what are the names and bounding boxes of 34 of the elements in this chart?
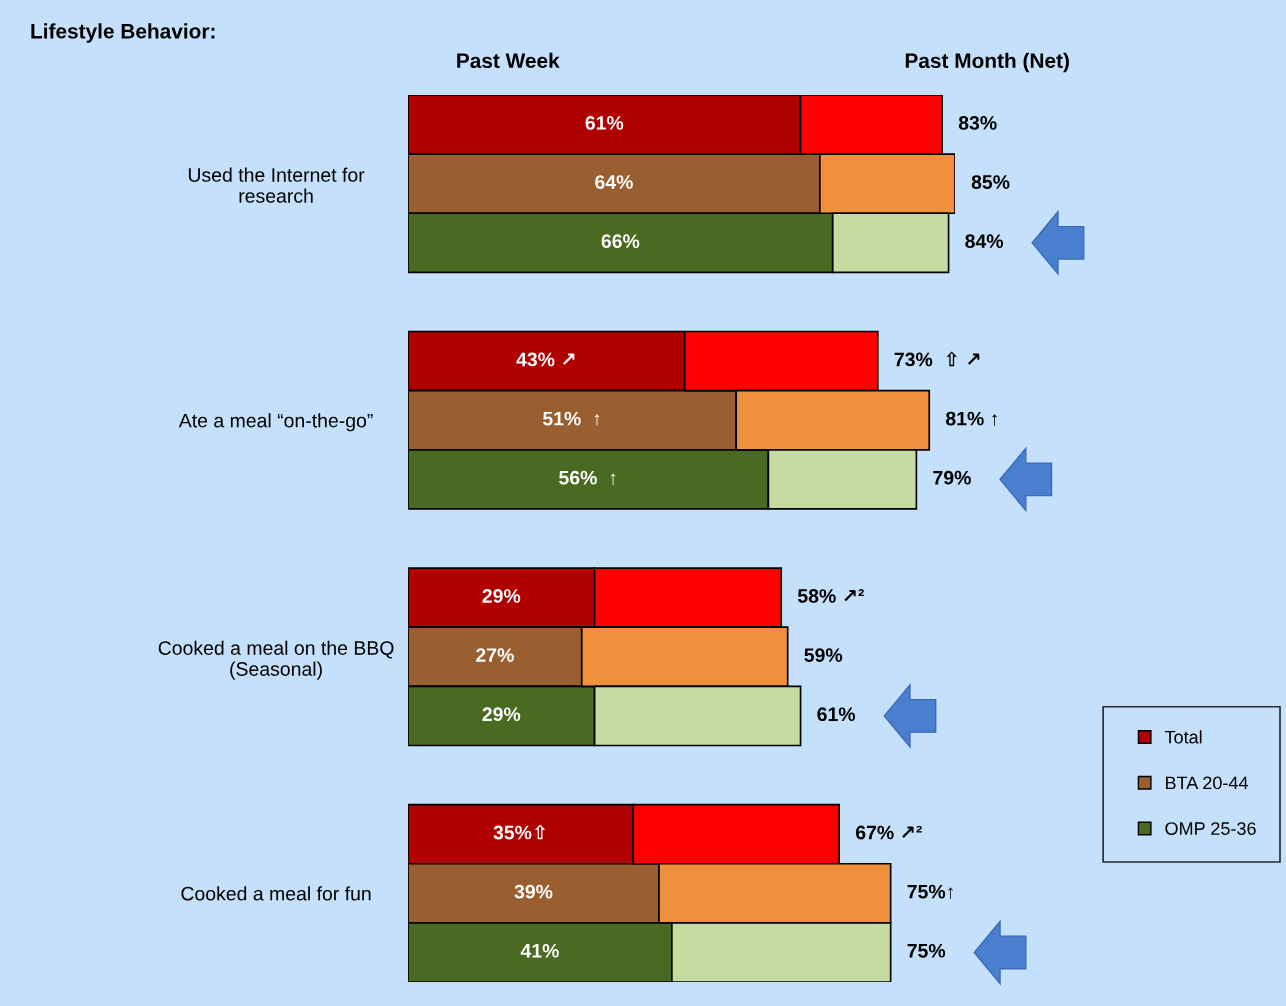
data-label: 61% xyxy=(585,116,624,130)
data-label: 39% xyxy=(514,884,553,899)
y-tick-label: Cooked a meal for fun xyxy=(181,886,371,901)
total-label: 84% xyxy=(965,234,1004,249)
data-label: 29% xyxy=(482,707,521,722)
text: Past Month (Net) xyxy=(905,52,1069,73)
data-label: 27% xyxy=(476,648,514,662)
total-label: 79% xyxy=(933,470,971,485)
total-label: 58% ↗² xyxy=(797,589,865,603)
data-label: 56% ↑ xyxy=(559,470,616,485)
y-tick-label: Used the Internet for research xyxy=(188,167,365,203)
total-label: 61% xyxy=(817,707,856,722)
data-label: 51% ↑ xyxy=(542,411,600,426)
total-label: 67% ↗² xyxy=(855,825,922,840)
data-label: 35%⇧ xyxy=(493,824,546,840)
legend-label: Total xyxy=(1164,730,1202,744)
total-label: 59% xyxy=(804,648,843,662)
data-label: 64% xyxy=(595,175,633,189)
total-label: 75%↑ xyxy=(907,884,953,899)
total-label: 83% xyxy=(958,116,997,130)
text: Past Week xyxy=(457,52,560,69)
data-label: 41% xyxy=(520,943,559,958)
total-label: 75% xyxy=(907,943,946,958)
total-label: 81% ↑ xyxy=(945,411,997,426)
y-tick-label: Cooked a meal on the BBQ (Seasonal) xyxy=(158,640,394,680)
data-label: 43% ↗ xyxy=(516,352,575,367)
total-label: 85% xyxy=(971,175,1010,189)
legend-label: BTA 20-44 xyxy=(1166,776,1248,790)
text: Lifestyle Behavior: xyxy=(31,23,215,43)
data-label: 29% xyxy=(482,589,521,603)
legend-label: OMP 25-36 xyxy=(1165,822,1256,835)
y-tick-label: Ate a meal “on-the-go” xyxy=(178,413,373,432)
data-label: 66% xyxy=(601,234,640,249)
total-label: 73% ⇧ ↗ xyxy=(894,351,980,367)
